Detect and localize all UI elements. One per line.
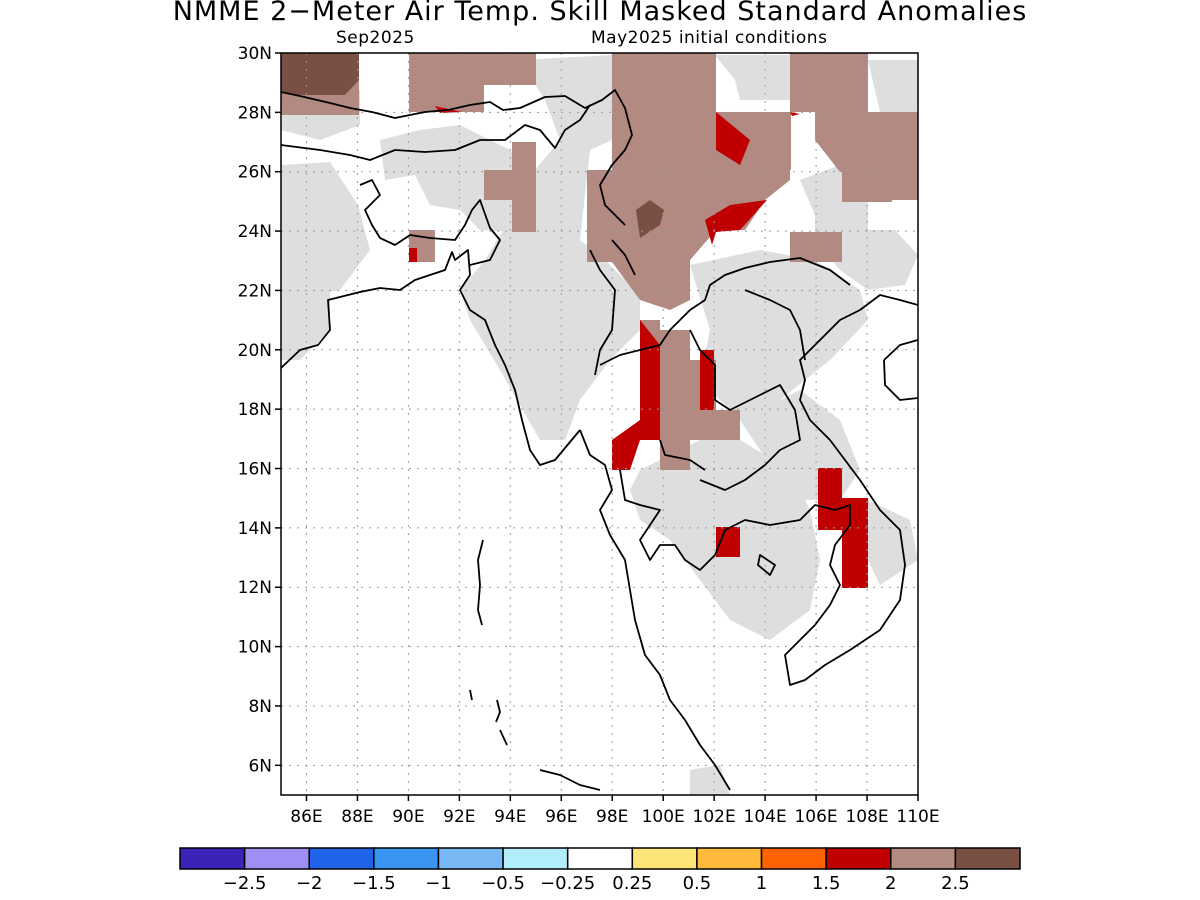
lat-tick-label: 16N	[238, 460, 272, 480]
lat-tick-label: 26N	[238, 163, 272, 183]
lat-tick-label: 20N	[238, 341, 272, 361]
colorbar-swatch	[502, 847, 569, 870]
latitude-axis: 30N 28N 26N 24N 22N 20N 18N 16N 14N 12N 10N 8N 6N	[238, 44, 281, 776]
valid-month-label: Sep2025	[336, 28, 415, 48]
lat-tick-label: 18N	[238, 400, 272, 420]
colorbar-label: −0.25	[540, 873, 595, 894]
colorbar-swatch	[437, 847, 504, 870]
lat-tick-label: 10N	[238, 638, 272, 658]
colorbar-label: −1.5	[352, 873, 396, 894]
colorbar-swatch	[373, 847, 440, 870]
colorbar-swatch	[243, 847, 310, 870]
lon-tick-label: 88E	[341, 807, 373, 827]
near-normal-shading	[281, 55, 918, 795]
lat-tick-label: 6N	[248, 756, 272, 776]
longitude-axis: 86E 88E 90E 92E 94E 96E 98E 100E 102E 104E 106E 108…	[290, 795, 940, 827]
initial-conditions-label: May2025 initial conditions	[591, 28, 828, 48]
lon-tick-label: 100E	[642, 807, 685, 827]
lon-tick-label: 108E	[845, 807, 888, 827]
colorbar: −2.5 −2 −1.5 −1 −0.5 −0.25 0.25 0.5 1 1.5 2 2.5	[179, 847, 1021, 894]
colorbar-label: 2	[885, 873, 896, 894]
lon-tick-label: 90E	[392, 807, 424, 827]
coastlines-and-borders	[281, 89, 918, 791]
lat-tick-label: 12N	[238, 578, 272, 598]
map-panel	[281, 53, 918, 795]
colorbar-swatch	[954, 847, 1021, 870]
colorbar-label: 1.5	[812, 873, 841, 894]
colorbar-label: −2	[296, 873, 323, 894]
lon-tick-label: 86E	[290, 807, 322, 827]
lat-tick-label: 14N	[238, 519, 272, 539]
colorbar-label: 1	[756, 873, 767, 894]
lat-tick-label: 30N	[238, 44, 272, 64]
lat-tick-label: 24N	[238, 222, 272, 242]
lon-tick-label: 92E	[443, 807, 475, 827]
colorbar-label: −0.5	[481, 873, 525, 894]
lon-tick-label: 98E	[596, 807, 628, 827]
colorbar-swatch	[825, 847, 892, 870]
lon-tick-label: 110E	[896, 807, 939, 827]
lon-tick-label: 94E	[494, 807, 526, 827]
lat-tick-label: 8N	[248, 697, 272, 717]
colorbar-swatch	[696, 847, 763, 870]
anomaly-above-2-5-cells	[281, 53, 664, 238]
colorbar-swatch	[566, 847, 634, 870]
lat-tick-label: 28N	[238, 103, 272, 123]
colorbar-swatch	[890, 847, 957, 870]
colorbar-label: 0.25	[612, 873, 652, 894]
lat-tick-label: 22N	[238, 281, 272, 301]
colorbar-label: −1	[425, 873, 452, 894]
lon-tick-label: 102E	[693, 807, 736, 827]
lon-tick-label: 104E	[744, 807, 787, 827]
colorbar-label: 2.5	[941, 873, 970, 894]
colorbar-swatch	[308, 847, 375, 870]
colorbar-swatch	[760, 847, 827, 870]
colorbar-label: −2.5	[223, 873, 267, 894]
lon-tick-label: 96E	[545, 807, 577, 827]
colorbar-swatch	[631, 847, 698, 870]
chart-title: NMME 2−Meter Air Temp. Skill Masked Stan…	[172, 0, 1028, 27]
map-frame	[280, 52, 919, 796]
colorbar-swatch	[179, 847, 246, 870]
colorbar-label: 0.5	[683, 873, 712, 894]
lon-tick-label: 106E	[794, 807, 837, 827]
